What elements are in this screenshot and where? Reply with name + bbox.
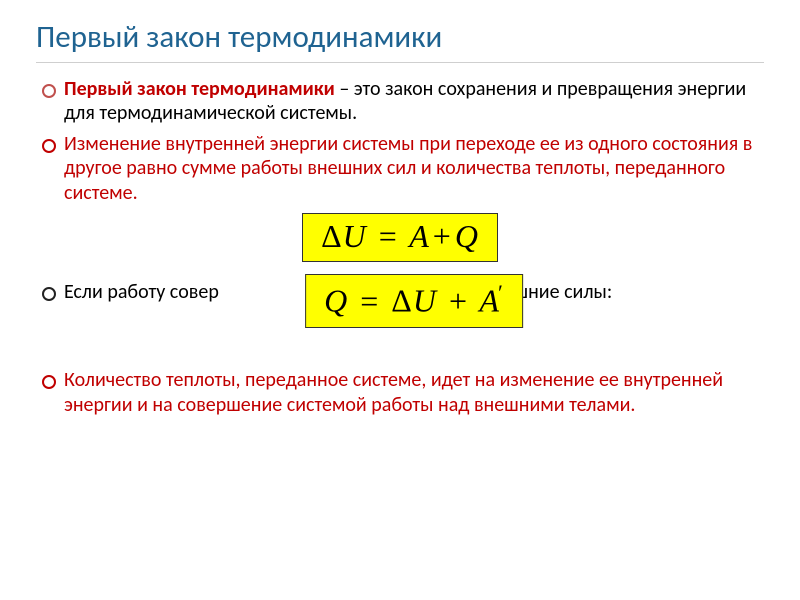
- f2-Q: Q: [324, 283, 348, 319]
- f1-eq: =: [376, 218, 401, 254]
- f1-U: U: [343, 218, 367, 254]
- f2-eq: =: [357, 283, 382, 319]
- bullet-3: Если работу совере внешние силы: Q = ΔU …: [36, 280, 764, 304]
- f1-Q: Q: [455, 218, 479, 254]
- bullet-1: Первый закон термодинамики – это закон с…: [36, 77, 764, 126]
- slide-title: Первый закон термодинамики: [36, 18, 764, 63]
- f2-prime: ′: [498, 280, 504, 305]
- f2-A: A: [479, 283, 500, 319]
- bullet-1-term: Первый закон термодинамики: [64, 77, 335, 101]
- f1-delta: Δ: [321, 218, 343, 254]
- bullet-4: Количество теплоты, переданное системе, …: [36, 368, 764, 417]
- formula-2-wrap: Q = ΔU + A′: [305, 274, 523, 328]
- f1-A: A: [409, 218, 430, 254]
- bullet-2: Изменение внутренней энергии системы при…: [36, 132, 764, 205]
- f2-plus: +: [446, 283, 471, 319]
- f2-U: U: [413, 283, 437, 319]
- formula-2: Q = ΔU + A′: [305, 274, 523, 328]
- bullet-3-left: Если работу совер: [64, 280, 219, 304]
- formula-1-wrap: ΔU = A+Q: [36, 213, 764, 262]
- f1-plus: +: [430, 218, 455, 254]
- f2-delta: Δ: [391, 283, 413, 319]
- formula-1: ΔU = A+Q: [302, 213, 498, 262]
